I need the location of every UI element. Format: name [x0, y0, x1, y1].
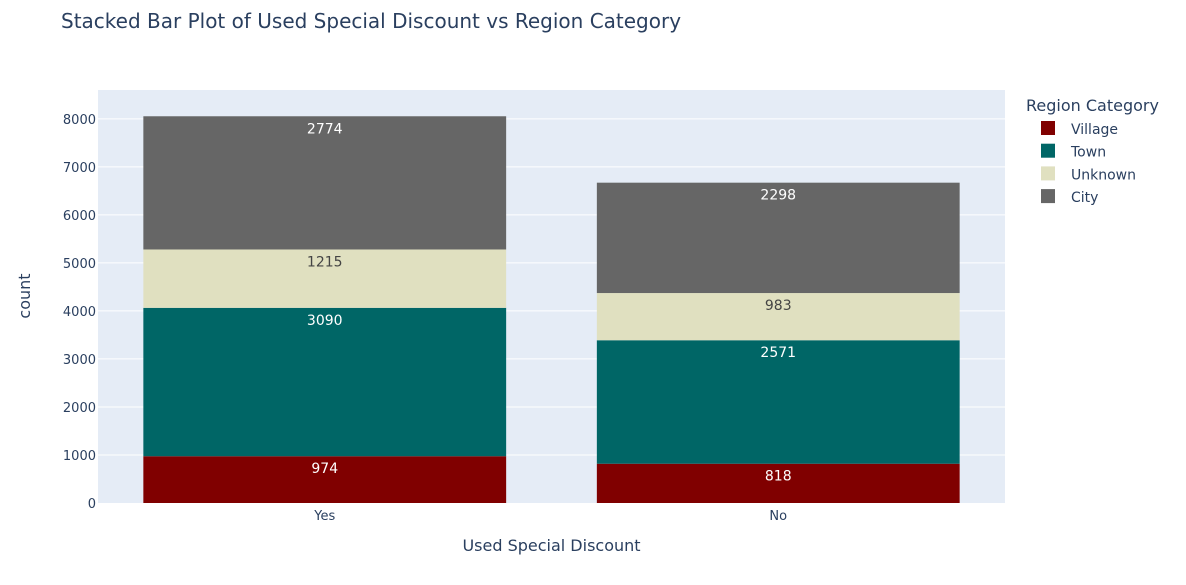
bar-city-no [596, 182, 960, 294]
bar-unknown-yes [143, 249, 507, 308]
bar-value-label: 3090 [307, 313, 343, 329]
y-tick-label: 0 [88, 497, 96, 512]
bar-village-no [596, 463, 960, 503]
y-tick-label: 1000 [63, 449, 96, 464]
legend-title: Region Category [1026, 96, 1159, 115]
y-axis-title: count [15, 273, 34, 318]
bar-city-yes [143, 116, 507, 250]
legend-label-unknown: Unknown [1071, 167, 1136, 183]
legend-swatch-city [1041, 189, 1055, 204]
bar-value-label: 974 [311, 461, 338, 477]
chart-title: Stacked Bar Plot of Used Special Discoun… [61, 9, 681, 33]
y-tick-label: 7000 [63, 161, 96, 176]
y-tick-label: 8000 [63, 113, 96, 128]
legend-label-city: City [1071, 190, 1098, 206]
x-axis-ticks: Yes No [313, 509, 787, 524]
legend-swatch-unknown [1041, 166, 1055, 181]
bar-unknown-no [596, 293, 960, 341]
y-tick-label: 2000 [63, 401, 96, 416]
x-tick-label: Yes [313, 509, 335, 524]
bar-value-label: 2298 [760, 188, 796, 204]
y-tick-label: 6000 [63, 209, 96, 224]
y-tick-label: 3000 [63, 353, 96, 368]
y-tick-label: 4000 [63, 305, 96, 320]
legend-swatch-town [1041, 143, 1055, 158]
bar-value-label: 1215 [307, 254, 343, 270]
y-tick-label: 5000 [63, 257, 96, 272]
x-axis-title: Used Special Discount [462, 536, 640, 555]
bar-value-label: 2571 [760, 345, 796, 361]
legend-label-village: Village [1071, 122, 1118, 138]
bar-value-label: 2774 [307, 121, 343, 137]
legend-label-town: Town [1070, 145, 1106, 161]
legend-swatch-village [1041, 121, 1055, 135]
bars: 974 3090 1215 2774 818 2571 983 2298 [143, 116, 960, 503]
bar-town-yes [143, 307, 507, 457]
y-axis-ticks: 0 1000 2000 3000 4000 5000 6000 7000 8000 [63, 113, 96, 512]
bar-value-label: 818 [765, 469, 792, 485]
bar-value-label: 983 [765, 298, 792, 314]
x-tick-label: No [769, 509, 787, 524]
bar-town-no [596, 340, 960, 464]
legend: Region Category Village Town Unknown City [1026, 96, 1159, 206]
bar-village-yes [143, 456, 507, 503]
